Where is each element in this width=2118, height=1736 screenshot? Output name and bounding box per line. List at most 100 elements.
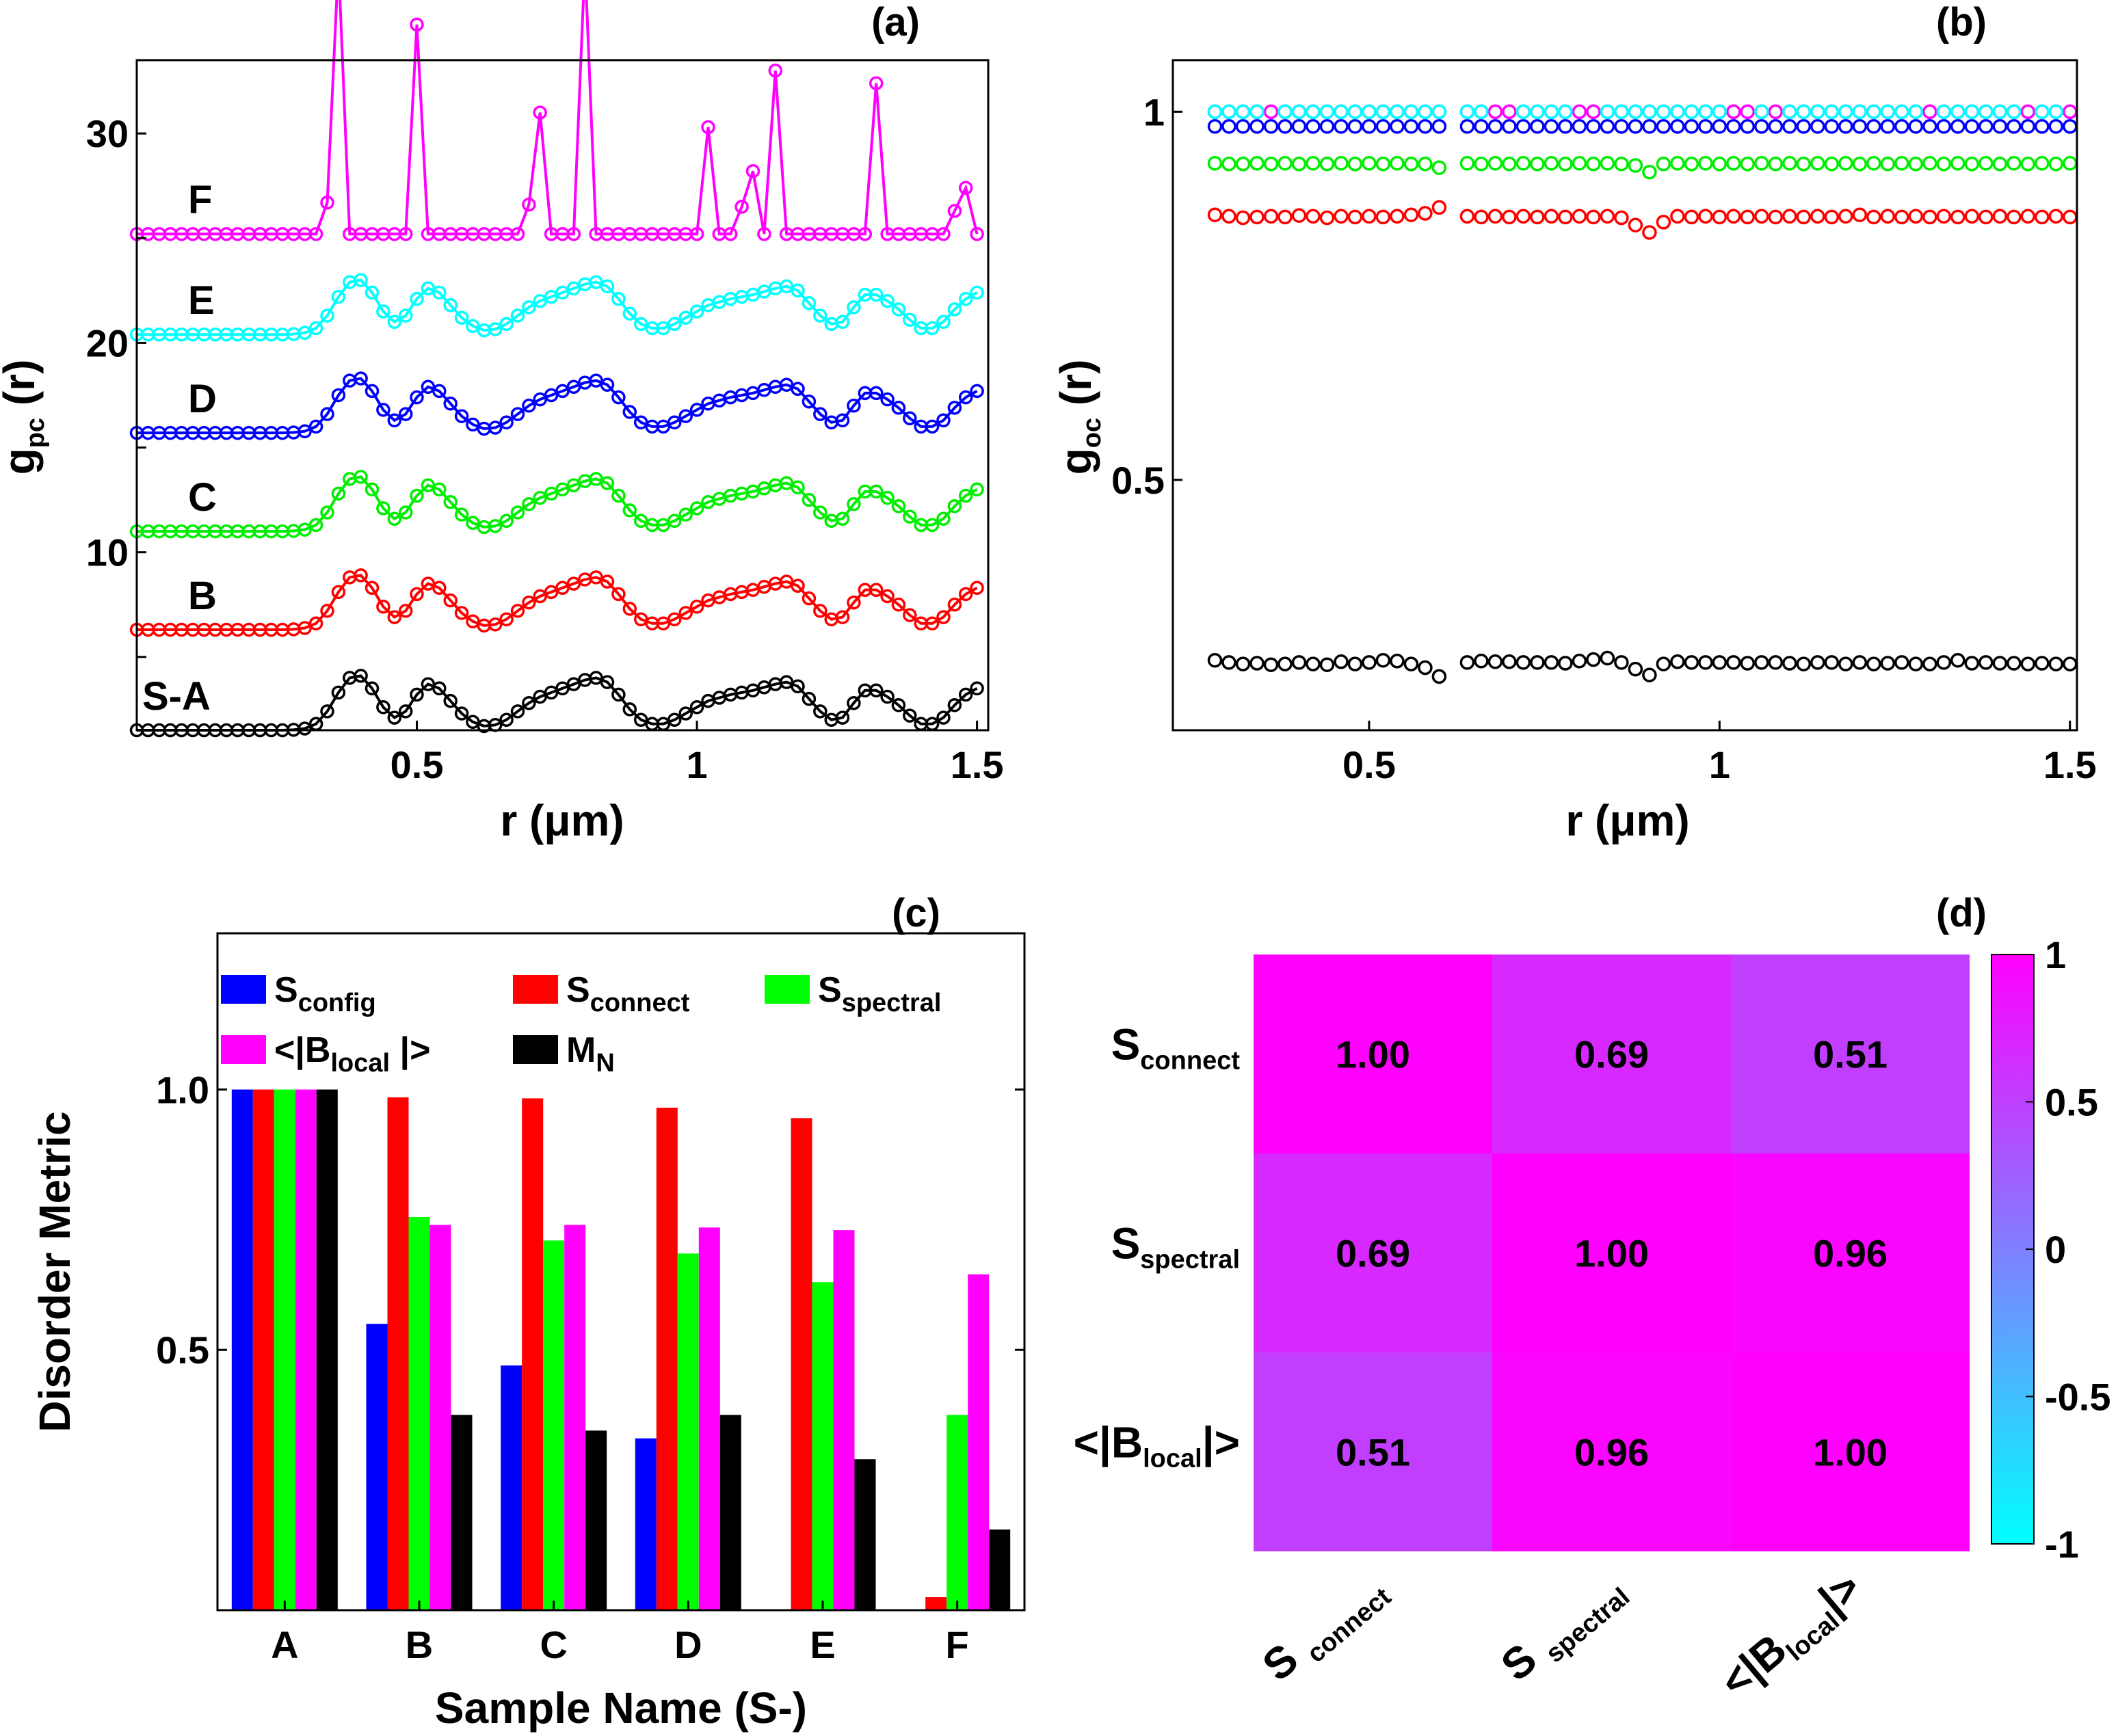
data-point-C-33 <box>499 513 514 529</box>
data-point-C-61 <box>813 505 828 520</box>
heatmap-cell-value-2-0: 0.51 <box>1336 1431 1410 1474</box>
data-point-E-0 <box>1207 104 1223 120</box>
data-point-E-43 <box>611 291 626 306</box>
data-point-F-57 <box>768 64 783 78</box>
data-point-S-A-24 <box>1558 656 1573 671</box>
panel-c: (c) A B C D E F 0.5 1.0 Sconfig Sconnect Sspectra… <box>30 891 1026 1733</box>
data-point-S-A-26 <box>1586 652 1601 667</box>
data-point-E-23 <box>387 315 402 330</box>
data-point-D-51 <box>1936 119 1952 134</box>
data-point-C-20 <box>1502 157 1517 172</box>
data-point-C-3 <box>1249 156 1265 171</box>
bar-A-S_config <box>231 1089 253 1610</box>
bar-E-M_N <box>854 1459 876 1610</box>
data-point-S-A-67 <box>880 689 895 704</box>
data-point-B-34 <box>510 604 525 618</box>
data-point-S-A-52 <box>1950 652 1965 668</box>
data-point-E-41 <box>1796 104 1812 120</box>
data-point-F-51 <box>701 120 715 135</box>
bar-B-S_connect <box>387 1097 409 1610</box>
data-point-S-A-40 <box>1782 656 1797 671</box>
data-point-D-42 <box>1810 119 1825 134</box>
heatmap-col-label-0: S connect <box>1253 1562 1396 1695</box>
data-point-S-A-17 <box>320 704 334 719</box>
data-point-S-A-15 <box>1418 660 1433 676</box>
data-point-B-12 <box>1375 209 1391 225</box>
data-point-S-A-46 <box>1866 656 1881 671</box>
panel-a-y-axis-label: gpc (r) <box>0 360 50 475</box>
data-point-C-14 <box>1403 157 1419 172</box>
data-point-S-A-20 <box>354 669 368 683</box>
data-point-E-13 <box>1390 104 1405 120</box>
x-tick-label-F: F <box>946 1623 969 1666</box>
data-point-C-27 <box>432 482 447 497</box>
data-point-B-6 <box>1291 208 1307 223</box>
data-point-B-60 <box>802 591 817 606</box>
data-point-B-43 <box>611 587 626 602</box>
heatmap-row-label-2: <|Blocal|> <box>1074 1418 1240 1473</box>
data-point-B-33 <box>1684 209 1699 225</box>
data-point-B-28 <box>443 593 458 608</box>
data-point-B-1 <box>1221 209 1236 224</box>
data-point-E-28 <box>443 298 458 312</box>
data-point-E-51 <box>1936 104 1952 120</box>
data-point-D-48 <box>1894 119 1909 134</box>
data-point-E-64 <box>847 300 861 315</box>
data-point-S-A-23 <box>387 710 402 725</box>
data-point-B-69 <box>903 608 917 622</box>
data-point-B-45 <box>1852 207 1868 222</box>
data-point-B-2 <box>1235 210 1251 226</box>
y-tick-label-b-0: 0.5 <box>1111 459 1165 502</box>
data-point-S-A-22 <box>376 700 390 715</box>
data-point-E-12 <box>1375 104 1391 120</box>
data-point-S-A-27 <box>432 681 447 696</box>
data-point-D-29 <box>1628 119 1643 134</box>
data-point-B-16 <box>308 616 323 631</box>
data-point-D-44 <box>622 405 637 419</box>
panel-b-axes-frame <box>1171 59 2078 732</box>
data-point-D-41 <box>1796 119 1812 134</box>
bar-D-S_config <box>635 1438 657 1610</box>
data-point-E-14 <box>1403 104 1419 120</box>
data-point-D-8 <box>1319 119 1335 134</box>
data-point-D-38 <box>1754 119 1769 134</box>
heatmap-cell-value-1-2: 0.96 <box>1813 1232 1888 1275</box>
y-tick-label-c-0: 0.5 <box>156 1328 209 1372</box>
panel-a-ticks: 0.5 1 1.5 10 20 30 <box>86 112 1004 786</box>
data-point-S-A-21 <box>365 681 380 696</box>
data-point-B-20 <box>1502 209 1517 225</box>
data-point-C-23 <box>387 511 402 526</box>
colorbar-tick-label-0: 1 <box>2045 933 2066 976</box>
data-point-C-53 <box>1964 157 1980 172</box>
data-point-S-A-57 <box>2020 656 2036 671</box>
bar-C-S_config <box>501 1365 522 1610</box>
data-point-C-2 <box>1235 157 1251 172</box>
data-point-B-44 <box>1838 209 1853 224</box>
data-point-E-49 <box>678 310 693 325</box>
data-point-E-10 <box>1347 104 1363 120</box>
data-point-D-32 <box>1670 119 1685 134</box>
data-point-C-0 <box>1207 156 1223 171</box>
data-point-D-40 <box>1782 119 1797 134</box>
data-point-D-69 <box>903 411 917 425</box>
data-point-E-60 <box>802 296 817 310</box>
panel-b-ticks: 0.5 1 1.5 0.5 1 <box>1111 90 2097 786</box>
data-point-E-44 <box>1838 104 1853 120</box>
data-point-E-59 <box>791 283 805 298</box>
data-point-S-A-22 <box>1530 655 1545 670</box>
data-point-F-54 <box>734 200 749 214</box>
data-point-D-73 <box>947 401 962 415</box>
data-point-E-38 <box>1754 104 1769 120</box>
data-point-E-47 <box>1880 104 1896 120</box>
data-point-S-A-54 <box>1978 655 1994 670</box>
data-point-C-18 <box>1474 157 1489 172</box>
data-point-E-30 <box>1642 104 1657 120</box>
data-point-S-A-55 <box>1992 656 2008 671</box>
data-point-B-35 <box>522 595 536 610</box>
data-point-S-A-74 <box>958 687 973 702</box>
data-point-B-23 <box>1544 209 1559 224</box>
data-point-B-17 <box>1459 209 1475 224</box>
data-point-S-A-32 <box>1670 654 1685 669</box>
heatmap-cell-value-1-0: 0.69 <box>1336 1232 1410 1275</box>
